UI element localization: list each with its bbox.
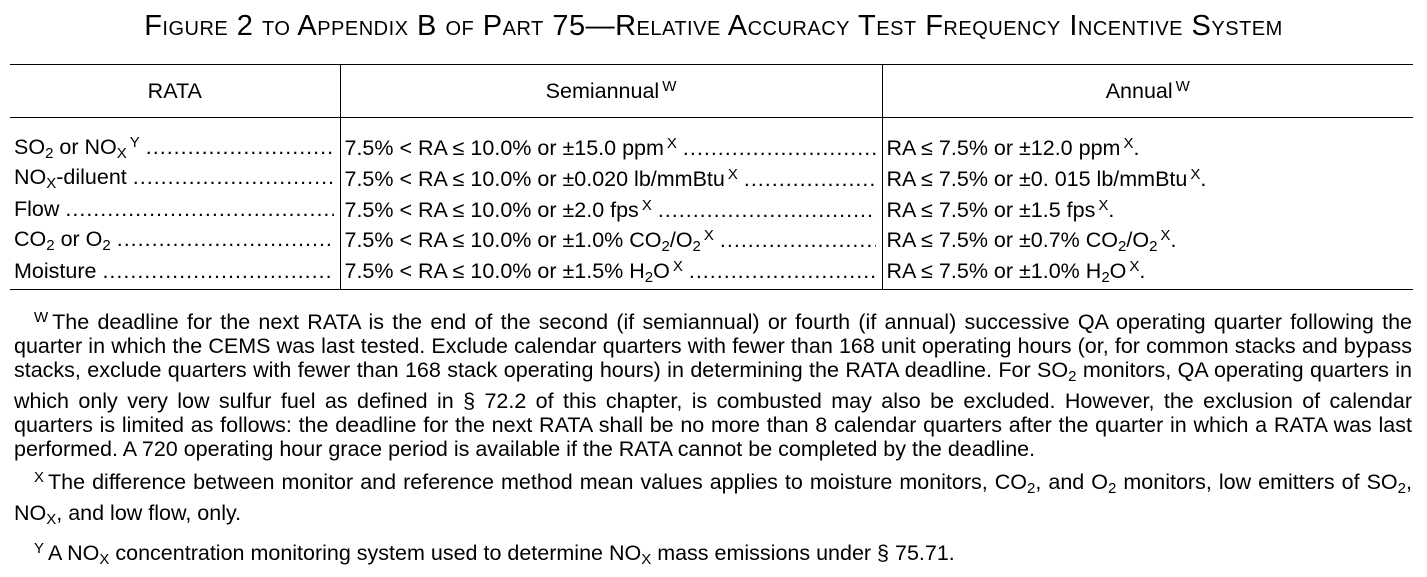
table-row: Flow....................................…: [10, 194, 1413, 225]
footnotes: W The deadline for the next RATA is the e…: [14, 306, 1412, 577]
footnote-w: W The deadline for the next RATA is the e…: [14, 309, 1413, 461]
footnote-mark: W: [662, 78, 677, 95]
table-header-row: RATA Semiannual W Annual W: [10, 64, 1413, 118]
header-semiannual: Semiannual W: [339, 64, 882, 118]
cell-annual: RA ≤ 7.5% or ±0. 015 lb/mmBtu X.: [881, 163, 1413, 194]
rata-table: RATA Semiannual W Annual W SO2 or NOXY....…: [10, 64, 1413, 290]
table-row: Moisture................................…: [10, 256, 1413, 290]
leader-dots: ........................................…: [688, 258, 876, 283]
cell-rata: CO2 or O2...............................…: [14, 227, 334, 254]
leader-dots: ........................................…: [719, 227, 876, 252]
leader-dots: ........................................…: [145, 134, 334, 159]
table-row: SO2 or NOXY.............................…: [10, 117, 1413, 163]
cell-semiannual: 7.5% < RA ≤ 10.0% or ±2.0 fps X..........…: [339, 194, 882, 225]
cell-rata: Flow....................................…: [14, 197, 334, 221]
leader-dots: ........................................…: [116, 227, 334, 251]
cell-annual: RA ≤ 7.5% or ±1.5 fps X.: [881, 194, 1413, 225]
cell-rata: Moisture................................…: [10, 256, 340, 290]
cell-semiannual: 7.5% < RA ≤ 10.0% or ±1.0% CO2/O2X......…: [339, 225, 882, 256]
table-row: NOX-diluent.............................…: [10, 163, 1413, 194]
leader-dots: ........................................…: [743, 166, 876, 191]
footnote-mark: Y: [34, 540, 45, 557]
footnote-mark: W: [1175, 78, 1190, 95]
cell-rata: SO2 or NOXY.............................…: [14, 133, 334, 162]
footnote-x: X The difference between monitor and refe…: [14, 469, 1412, 528]
leader-dots: ........................................…: [682, 135, 876, 160]
table-row: CO2 or O2...............................…: [10, 225, 1413, 256]
leader-dots: ........................................…: [657, 197, 876, 222]
header-annual: Annual W: [881, 64, 1413, 118]
leader-dots: ........................................…: [132, 165, 334, 189]
cell-annual: RA ≤ 7.5% or ±0.7% CO2/O2X.: [881, 225, 1413, 256]
cell-rata: NOX-diluent.............................…: [10, 163, 340, 194]
page-title: Figure 2 to Appendix B of Part 75—Relati…: [144, 10, 1283, 42]
cell-annual: RA ≤ 7.5% or ±1.0% H2O X.: [881, 256, 1413, 290]
cell-semiannual: 7.5% < RA ≤ 10.0% or ±0.020 lb/mmBtu X...…: [339, 163, 882, 194]
footnote-mark: W: [34, 309, 49, 326]
leader-dots: ........................................…: [102, 259, 333, 283]
cell-annual: RA ≤ 7.5% or ±12.0 ppm X.: [881, 117, 1413, 163]
cell-semiannual: 7.5% < RA ≤ 10.0% or ±15.0 ppm X.........…: [339, 117, 882, 163]
leader-dots: ........................................…: [65, 197, 334, 221]
footnote-mark: X: [34, 469, 45, 486]
header-rata: RATA: [10, 64, 340, 118]
cell-semiannual: 7.5% < RA ≤ 10.0% or ±1.5% H2O X.........…: [339, 256, 882, 290]
